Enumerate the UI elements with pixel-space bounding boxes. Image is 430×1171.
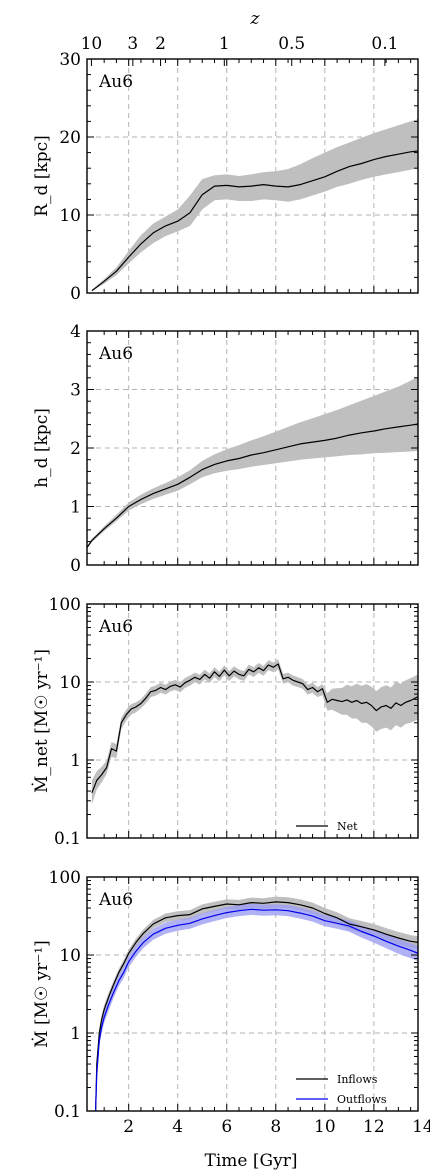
- plot-area: [95, 896, 418, 1111]
- y-tick-label: 1: [70, 1024, 81, 1044]
- panel-label: Au6: [98, 890, 133, 910]
- panel-label: Au6: [98, 617, 133, 637]
- plot-area: [91, 119, 418, 292]
- series-line-net: [91, 663, 418, 794]
- top-axis-label: z: [250, 9, 261, 29]
- series-band-main: [87, 376, 418, 549]
- legend-label-inflows: Inflows: [337, 1073, 378, 1086]
- axes-frame: [86, 603, 419, 839]
- top-axis-tick-label: 0.5: [278, 34, 305, 54]
- series-line-outflows: [95, 908, 418, 1111]
- top-axis-tick-label: 1: [219, 34, 230, 54]
- plot-area: [87, 376, 418, 549]
- y-axis-label: Ṁ [M☉ yr⁻¹]: [31, 940, 52, 1048]
- y-tick-label: 10: [59, 206, 81, 226]
- y-tick-label: 0: [70, 556, 81, 576]
- x-tick-label: 4: [172, 1117, 183, 1137]
- series-band-main: [91, 119, 418, 292]
- legend-label-outflows: Outflows: [337, 1093, 387, 1106]
- legend: Net: [296, 820, 358, 833]
- series-line-main: [91, 150, 418, 292]
- x-tick-label: 14: [412, 1117, 430, 1137]
- series-band-net: [91, 659, 418, 805]
- series-line-main: [87, 423, 418, 548]
- top-axis-tick-label: 0.1: [371, 34, 398, 54]
- x-tick-label: 6: [221, 1117, 232, 1137]
- top-redshift-axis: z 10 3 2 1 0.5 0.1: [81, 9, 398, 66]
- panel-3: 0.1 1 10 100 Au6 Ṁ_net [M☉ yr⁻¹] Net: [31, 595, 419, 849]
- y-tick-label: 100: [49, 868, 81, 888]
- y-tick-label: 2: [70, 439, 81, 459]
- y-tick-label: 100: [49, 595, 81, 615]
- y-tick-label: 4: [70, 322, 81, 342]
- series-line-inflows: [95, 901, 418, 1111]
- panel-1: 0 10 20 30 Au6 R_d [kpc]: [32, 50, 419, 304]
- x-tick-label: 10: [314, 1117, 336, 1137]
- y-tick-label: 1: [70, 498, 81, 518]
- grid: [87, 331, 418, 565]
- top-axis-tick-label: 3: [127, 34, 138, 54]
- legend: Inflows Outflows: [296, 1073, 387, 1106]
- y-tick-label: 20: [59, 128, 81, 148]
- y-tick-label: 10: [59, 673, 81, 693]
- x-axis-label: Time [Gyr]: [205, 1151, 298, 1171]
- y-axis-label: Ṁ_net [M☉ yr⁻¹]: [31, 649, 52, 793]
- panel-4: 0.1 1 10 100 Au6 Ṁ [M☉ yr⁻¹] Inflows Outflows: [31, 868, 419, 1122]
- top-axis-ticks: 10 3 2 1 0.5 0.1: [81, 34, 398, 66]
- top-axis-tick-label: 10: [81, 34, 103, 54]
- y-tick-label: 10: [59, 946, 81, 966]
- legend-label-net: Net: [337, 820, 358, 833]
- panel-2: 0 1 2 3 4 Au6 h_d [kpc]: [32, 322, 419, 576]
- plot-area: [91, 659, 418, 805]
- axes-frame: [86, 876, 419, 1112]
- x-tick-label: 8: [270, 1117, 281, 1137]
- y-axis-label: R_d [kpc]: [32, 135, 52, 217]
- y-tick-label: 3: [70, 381, 81, 401]
- y-tick-label: 0.1: [54, 1102, 81, 1122]
- y-tick-label: 1: [70, 751, 81, 771]
- x-tick-label: 12: [363, 1117, 385, 1137]
- top-axis-tick-label: 2: [155, 34, 166, 54]
- y-tick-label: 0.1: [54, 829, 81, 849]
- y-axis-label: h_d [kpc]: [32, 408, 52, 488]
- y-tick-label: 30: [59, 50, 81, 70]
- panel-label: Au6: [98, 344, 133, 364]
- axes-frame: [86, 58, 419, 294]
- y-tick-label: 0: [70, 284, 81, 304]
- axes-frame: [86, 330, 419, 566]
- x-tick-label: 2: [123, 1117, 134, 1137]
- panel-label: Au6: [98, 72, 133, 92]
